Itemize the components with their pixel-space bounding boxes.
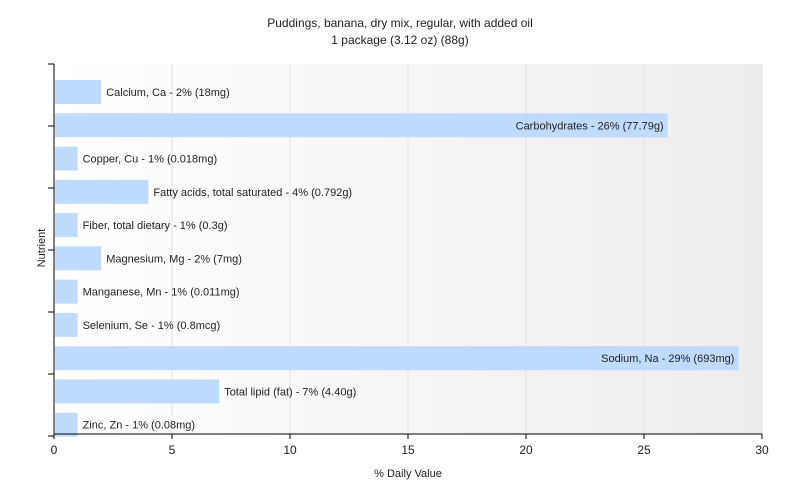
bar-label: Selenium, Se - 1% (0.8mcg) [83,320,221,332]
bar [55,346,739,371]
bar [55,412,78,437]
bar [55,113,668,138]
x-tick-label: 20 [519,443,533,457]
x-tick-label: 10 [283,443,297,457]
bar-label: Total lipid (fat) - 7% (4.40g) [224,386,356,398]
bar [55,379,220,404]
y-axis-label: Nutrient [36,229,48,268]
bar [55,246,102,271]
bar-label: Fiber, total dietary - 1% (0.3g) [83,220,228,232]
bar [55,279,78,304]
bar [55,213,78,238]
x-tick-label: 15 [401,443,415,457]
x-tick-label: 30 [755,443,769,457]
bar-label: Manganese, Mn - 1% (0.011mg) [83,287,240,299]
x-axis-label: % Daily Value [374,468,442,480]
bar-label: Magnesium, Mg - 2% (7mg) [106,253,242,265]
bar [55,146,78,171]
plot-area: 0 5 10 15 20 25 30 Calcium, Ca - 2% (18mg) Carbo… [48,63,769,457]
bar-label: Fatty acids, total saturated - 4% (0.792… [153,187,352,199]
x-tick-label: 25 [637,443,651,457]
bar-label: Calcium, Ca - 2% (18mg) [106,87,229,99]
bar-label: Zinc, Zn - 1% (0.08mg) [83,420,195,432]
bar-label: Sodium, Na - 29% (693mg) [601,353,734,365]
bar-label: Carbohydrates - 26% (77.79g) [516,120,664,132]
x-tick-label: 5 [169,443,176,457]
chart-title: Puddings, banana, dry mix, regular, with… [267,16,533,30]
bar [55,312,78,337]
x-tick-label: 0 [51,443,58,457]
bar-label: Copper, Cu - 1% (0.018mg) [83,154,218,166]
bar [55,80,102,104]
chart-subtitle: 1 package (3.12 oz) (88g) [331,33,468,47]
bar [55,179,149,204]
